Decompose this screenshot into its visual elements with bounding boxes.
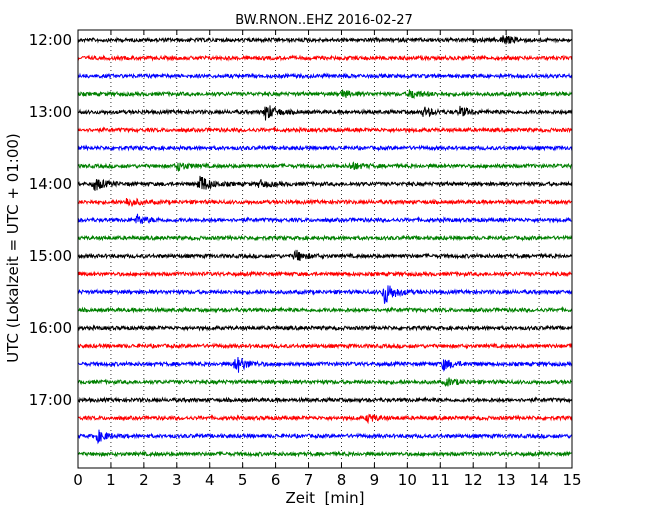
x-tick-label: 11 [431, 471, 450, 489]
y-tick-label: 16:00 [29, 319, 72, 337]
trace-row-5 [77, 126, 573, 134]
x-tick-label: 14 [530, 471, 549, 489]
trace-row-14 [77, 285, 573, 304]
trace-row-17 [77, 342, 573, 350]
y-tick-label: 17:00 [29, 391, 72, 409]
trace-row-19 [77, 377, 573, 387]
trace-row-3 [77, 89, 573, 100]
trace-row-23 [77, 450, 573, 458]
trace-row-13 [77, 270, 573, 278]
x-tick-label: 10 [398, 471, 417, 489]
axis-ticks [77, 30, 573, 468]
trace-row-7 [77, 161, 573, 172]
trace-row-1 [77, 54, 573, 62]
x-tick-label: 12 [464, 471, 483, 489]
trace-row-12 [77, 249, 573, 261]
y-axis-label: UTC (Lokalzeit = UTC + 01:00) [4, 133, 22, 363]
trace-row-21 [77, 413, 573, 425]
y-tick-label: 14:00 [29, 175, 72, 193]
trace-row-8 [77, 175, 573, 191]
trace-row-20 [77, 396, 573, 404]
x-tick-label: 0 [73, 471, 83, 489]
trace-row-22 [77, 429, 573, 445]
x-tick-label: 1 [106, 471, 116, 489]
trace-row-15 [77, 306, 573, 314]
trace-row-0 [77, 35, 573, 45]
y-tick-label: 13:00 [29, 103, 72, 121]
trace-row-9 [77, 197, 573, 207]
x-tick-label: 6 [271, 471, 281, 489]
x-axis-label: Zeit [min] [285, 489, 364, 507]
trace-row-10 [77, 213, 573, 225]
plot-frame [77, 29, 573, 469]
x-tick-label: 3 [172, 471, 182, 489]
trace-row-16 [77, 324, 573, 332]
trace-row-2 [77, 72, 573, 80]
trace-row-6 [77, 144, 573, 152]
chart-title: BW.RNON..EHZ 2016-02-27 [235, 13, 413, 28]
x-tick-label: 2 [139, 471, 149, 489]
trace-row-18 [77, 357, 573, 373]
x-tick-label: 15 [562, 471, 581, 489]
x-tick-label: 13 [497, 471, 516, 489]
y-tick-labels: 12:00 13:00 14:00 15:00 16:00 17:00 [29, 31, 72, 409]
x-tick-label: 5 [238, 471, 248, 489]
trace-row-11 [77, 234, 573, 242]
x-tick-label: 7 [304, 471, 314, 489]
x-tick-labels: 0 1 2 3 4 5 6 7 8 9 10 11 12 13 14 15 [73, 471, 581, 489]
trace-row-4 [77, 105, 573, 121]
x-tick-label: 4 [205, 471, 215, 489]
x-tick-label: 8 [337, 471, 347, 489]
y-tick-label: 12:00 [29, 31, 72, 49]
x-tick-label: 9 [370, 471, 380, 489]
y-tick-label: 15:00 [29, 247, 72, 265]
seismic-traces [77, 35, 573, 458]
